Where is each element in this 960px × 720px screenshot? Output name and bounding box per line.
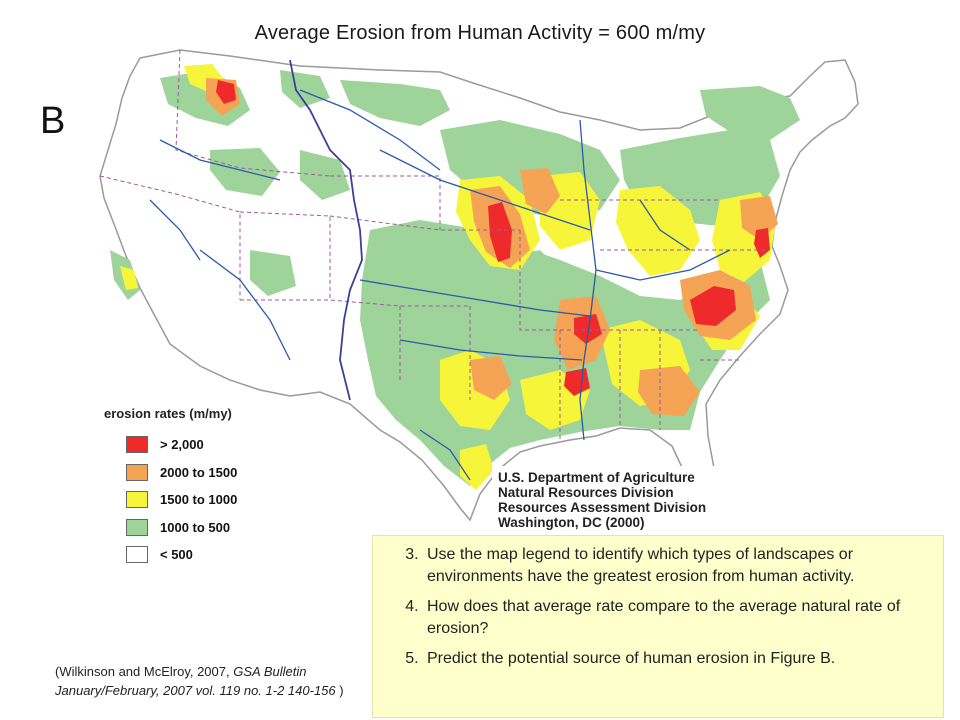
legend-swatch [126, 491, 148, 509]
continental-divide [289, 59, 363, 401]
citation: (Wilkinson and McElroy, 2007, GSA Bullet… [55, 662, 344, 700]
legend-item: 2000 to 1500 [104, 459, 304, 487]
agency-line: Washington, DC (2000) [498, 515, 645, 530]
legend-swatch [126, 436, 148, 454]
legend-label: > 2,000 [160, 437, 204, 453]
citation-suffix: ) [335, 683, 344, 698]
legend-label: < 500 [160, 547, 193, 563]
agency-text-backdrop [492, 466, 716, 536]
legend-label: 1500 to 1000 [160, 492, 238, 508]
legend: erosion rates (m/my) > 2,000 2000 to 150… [104, 406, 304, 569]
citation-journal: GSA Bulletin [233, 664, 307, 679]
map-title: Average Erosion from Human Activity = 60… [254, 22, 706, 44]
legend-label: 1000 to 500 [160, 519, 231, 535]
legend-swatch [126, 463, 148, 481]
legend-item: 1500 to 1000 [104, 486, 304, 514]
legend-label: 2000 to 1500 [160, 464, 238, 480]
legend-swatch [126, 546, 148, 564]
figure-letter: B [40, 100, 66, 142]
citation-prefix: (Wilkinson and McElroy, 2007, [55, 664, 230, 679]
question-box: Use the map legend to identify which typ… [372, 535, 944, 718]
citation-line-2: January/February, 2007 vol. 119 no. 1-2 … [55, 681, 344, 700]
question-list: Use the map legend to identify which typ… [373, 536, 943, 670]
legend-item: < 500 [104, 541, 304, 569]
question-item: Use the map legend to identify which typ… [423, 544, 929, 588]
agency-credit: U.S. Department of Agriculture Natural R… [498, 470, 706, 530]
legend-swatch [126, 518, 148, 536]
question-item: How does that average rate compare to th… [423, 596, 929, 640]
legend-item: > 2,000 [104, 431, 304, 459]
citation-details: January/February, 2007 vol. 119 no. 1-2 … [55, 683, 336, 698]
rivers [149, 89, 731, 481]
agency-line: U.S. Department of Agriculture [498, 470, 695, 485]
agency-line: Resources Assessment Division [498, 500, 707, 515]
question-item: Predict the potential source of human er… [423, 648, 929, 670]
citation-line-1: (Wilkinson and McElroy, 2007, GSA Bullet… [55, 662, 344, 681]
zones-over-2000 [216, 80, 770, 396]
legend-title: erosion rates (m/my) [104, 406, 232, 421]
legend-item: 1000 to 500 [104, 514, 304, 542]
agency-line: Natural Resources Division [498, 485, 674, 500]
